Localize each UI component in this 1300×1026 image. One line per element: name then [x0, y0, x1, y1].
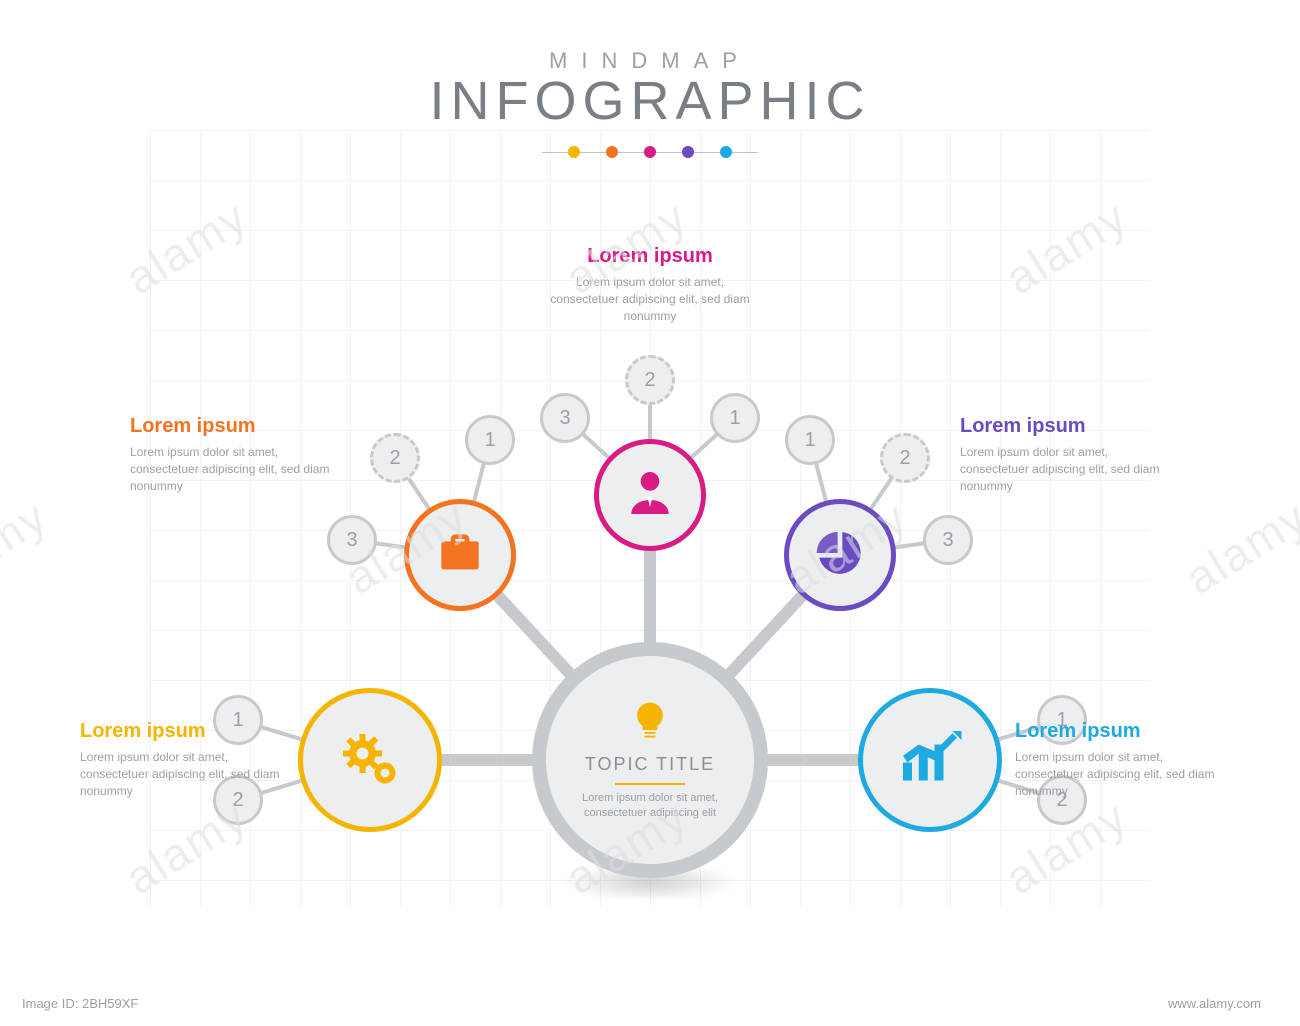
header: MINDMAP INFOGRAPHIC [0, 0, 1300, 158]
chart-icon [894, 722, 966, 799]
center-title: TOPIC TITLE [585, 754, 715, 775]
branch-node-pie [784, 499, 896, 611]
branch-label-title: Lorem ipsum [130, 415, 340, 438]
lightbulb-icon [628, 699, 672, 748]
divider-dot [644, 146, 656, 158]
branch-label-gears: Lorem ipsum Lorem ipsum dolor sit amet, c… [80, 720, 290, 799]
image-id-label: Image ID: 2BH59XF [22, 996, 138, 1011]
branch-label-desc: Lorem ipsum dolor sit amet, consectetuer… [545, 274, 755, 324]
branch-node-person [594, 439, 706, 551]
center-divider [615, 783, 685, 785]
divider-dot [682, 146, 694, 158]
branch-label-desc: Lorem ipsum dolor sit amet, consectetuer… [960, 444, 1170, 494]
branch-node-chart [858, 688, 1002, 832]
sub-node: 1 [785, 415, 835, 465]
branch-label-title: Lorem ipsum [545, 245, 755, 268]
sub-node: 3 [540, 393, 590, 443]
divider-dot [606, 146, 618, 158]
sub-node: 3 [327, 515, 377, 565]
sub-node: 2 [625, 355, 675, 405]
branch-label-briefcase: Lorem ipsum Lorem ipsum dolor sit amet, c… [130, 415, 340, 494]
sub-node: 2 [880, 433, 930, 483]
dot-divider [0, 146, 1300, 158]
branch-label-desc: Lorem ipsum dolor sit amet, consectetuer… [1015, 749, 1225, 799]
branch-label-title: Lorem ipsum [1015, 720, 1225, 743]
center-node: TOPIC TITLE Lorem ipsum dolor sit amet, c… [532, 642, 768, 878]
branch-label-title: Lorem ipsum [80, 720, 290, 743]
center-desc: Lorem ipsum dolor sit amet, consectetuer… [575, 791, 725, 821]
branch-label-title: Lorem ipsum [960, 415, 1170, 438]
briefcase-icon [432, 525, 488, 586]
source-url: www.alamy.com [1168, 996, 1261, 1011]
sub-node: 1 [465, 415, 515, 465]
divider-dot [720, 146, 732, 158]
title: INFOGRAPHIC [0, 70, 1300, 132]
branch-label-pie: Lorem ipsum Lorem ipsum dolor sit amet, c… [960, 415, 1170, 494]
gears-icon [334, 722, 406, 799]
branch-node-gears [298, 688, 442, 832]
branch-label-person: Lorem ipsum Lorem ipsum dolor sit amet, c… [545, 245, 755, 324]
branch-node-briefcase [404, 499, 516, 611]
branch-label-desc: Lorem ipsum dolor sit amet, consectetuer… [80, 749, 290, 799]
sub-node: 2 [370, 433, 420, 483]
divider-dot [568, 146, 580, 158]
sub-node: 3 [923, 515, 973, 565]
branch-label-desc: Lorem ipsum dolor sit amet, consectetuer… [130, 444, 340, 494]
pie-icon [812, 525, 868, 586]
branch-label-chart: Lorem ipsum Lorem ipsum dolor sit amet, c… [1015, 720, 1225, 799]
sub-node: 1 [710, 393, 760, 443]
person-icon [622, 465, 678, 526]
